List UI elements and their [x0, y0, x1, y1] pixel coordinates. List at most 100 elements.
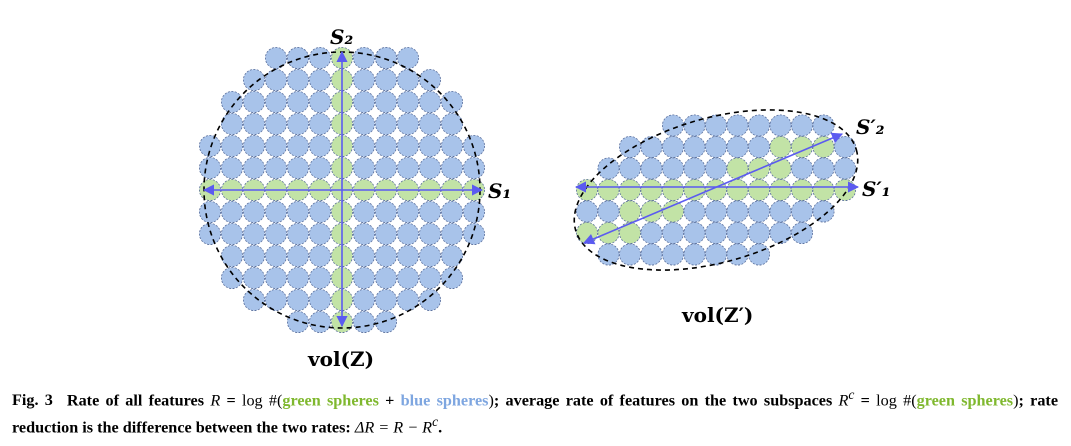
blue-sphere [705, 200, 728, 223]
blue-sphere [396, 47, 419, 70]
blue-sphere [396, 134, 419, 157]
blue-sphere [440, 266, 463, 289]
blue-sphere [791, 157, 814, 180]
blue-sphere [286, 266, 309, 289]
blue-sphere [352, 134, 375, 157]
blue-sphere [640, 221, 663, 244]
blue-sphere [242, 69, 265, 92]
blue-sphere [662, 243, 685, 266]
caption-blue-spheres: blue spheres [400, 391, 489, 410]
blue-sphere [220, 156, 243, 179]
blue-sphere [286, 134, 309, 157]
blue-sphere [374, 156, 397, 179]
blue-sphere [264, 222, 287, 245]
blue-sphere [264, 244, 287, 267]
left-s2-label: S₂ [330, 25, 353, 49]
green-sphere [576, 178, 599, 201]
caption-math-r: R [210, 391, 221, 410]
blue-sphere [662, 157, 685, 180]
blue-sphere [440, 156, 463, 179]
blue-sphere [791, 200, 814, 223]
blue-sphere [576, 200, 599, 223]
blue-sphere [374, 134, 397, 157]
blue-sphere [286, 156, 309, 179]
blue-sphere [726, 243, 749, 266]
blue-sphere [597, 200, 620, 223]
blue-sphere [374, 266, 397, 289]
blue-sphere [462, 222, 485, 245]
blue-sphere [308, 244, 331, 267]
blue-sphere [198, 222, 221, 245]
blue-sphere [683, 243, 706, 266]
blue-sphere [396, 200, 419, 223]
blue-sphere [619, 135, 642, 158]
blue-sphere [619, 243, 642, 266]
blue-sphere [396, 266, 419, 289]
caption-text-2: ; average rate of features on the two su… [493, 391, 839, 410]
blue-sphere [374, 47, 397, 70]
blue-sphere [662, 221, 685, 244]
blue-sphere [597, 243, 620, 266]
blue-sphere [748, 221, 771, 244]
blue-sphere [418, 156, 441, 179]
blue-sphere [308, 222, 331, 245]
blue-sphere [308, 200, 331, 223]
blue-sphere [198, 134, 221, 157]
caption-text-3: ; rate reduction is the difference betwe… [12, 391, 1059, 437]
right-sphere-packing: S′₁ S′₂ vol(Z′) [573, 109, 890, 327]
caption-equals-2: = [854, 391, 877, 410]
caption-math-delta-r: ΔR = R − R [354, 418, 433, 437]
blue-sphere [242, 222, 265, 245]
blue-sphere [640, 135, 663, 158]
green-sphere [769, 135, 792, 158]
right-s2-label: S′₂ [856, 115, 885, 139]
blue-sphere [726, 221, 749, 244]
blue-sphere [440, 134, 463, 157]
blue-sphere [834, 157, 857, 180]
blue-sphere [396, 288, 419, 311]
blue-sphere [308, 266, 331, 289]
blue-sphere [264, 91, 287, 114]
blue-sphere [352, 244, 375, 267]
blue-sphere [662, 135, 685, 158]
blue-sphere [286, 288, 309, 311]
caption-math-log-1: log #( [241, 391, 283, 410]
blue-sphere [462, 200, 485, 223]
blue-sphere [396, 222, 419, 245]
blue-sphere [440, 113, 463, 136]
blue-sphere [748, 135, 771, 158]
blue-sphere [769, 221, 792, 244]
blue-sphere [352, 69, 375, 92]
left-volume-label: vol(Z) [307, 347, 374, 371]
blue-sphere [286, 222, 309, 245]
caption-figure-number: Fig. 3 [12, 391, 53, 410]
blue-sphere [198, 200, 221, 223]
blue-sphere [374, 310, 397, 333]
green-sphere [769, 157, 792, 180]
blue-sphere [640, 243, 663, 266]
caption-text-1: Rate of all features [66, 391, 211, 410]
blue-sphere [396, 69, 419, 92]
green-sphere [619, 221, 642, 244]
blue-sphere [242, 134, 265, 157]
blue-sphere [352, 288, 375, 311]
blue-sphere [440, 244, 463, 267]
green-sphere [683, 178, 706, 201]
blue-sphere [374, 91, 397, 114]
green-sphere [662, 200, 685, 223]
blue-sphere [352, 266, 375, 289]
green-sphere [726, 178, 749, 201]
blue-sphere [418, 222, 441, 245]
blue-sphere [242, 200, 265, 223]
blue-sphere [264, 200, 287, 223]
blue-sphere [352, 200, 375, 223]
blue-sphere [242, 156, 265, 179]
caption-math-rc: R [838, 391, 849, 410]
blue-sphere [812, 114, 835, 137]
blue-sphere [396, 156, 419, 179]
blue-sphere [418, 69, 441, 92]
blue-sphere [352, 113, 375, 136]
blue-sphere [374, 200, 397, 223]
caption-green-spheres-2: green spheres [916, 391, 1014, 410]
green-sphere [812, 178, 835, 201]
